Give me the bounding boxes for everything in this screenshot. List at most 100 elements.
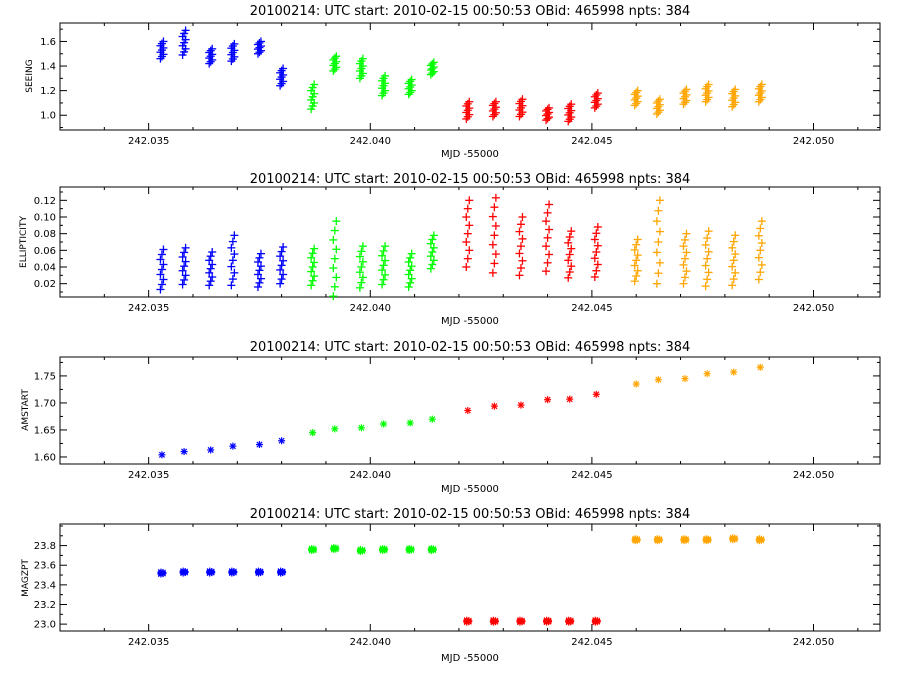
x-tick-label: 242.050 — [793, 470, 834, 481]
data-point-d2 — [544, 396, 551, 403]
data-point-d2 — [207, 446, 214, 453]
y-tick-label: 0.10 — [34, 213, 56, 224]
data-point-d2 — [655, 376, 662, 383]
data-point-d2 — [256, 441, 263, 448]
panel-seeing-xlabel: MJD -55000 — [441, 149, 499, 160]
panel-ellipticity-title: 20100214: UTC start: 2010-02-15 00:50:53… — [250, 172, 691, 187]
data-point-d2 — [593, 391, 600, 398]
y-tick-label: 1.2 — [40, 86, 56, 97]
panel-magzpt-xlabel: MJD -55000 — [441, 653, 499, 664]
panel-magzpt: 20100214: UTC start: 2010-02-15 00:50:53… — [21, 507, 881, 664]
panel-amstart-ylabel: AMSTART — [21, 389, 31, 431]
x-tick-label: 242.040 — [350, 303, 391, 314]
panel-seeing-ylabel: SEEING — [25, 59, 35, 92]
data-point-d2 — [681, 375, 689, 382]
panel-ellipticity-plot-area: 242.035 242.040 242.045 242.050 0.02 0.04 0.06… — [34, 187, 880, 314]
data-point-d2 — [277, 568, 284, 575]
y-tick-label: 0.12 — [34, 196, 56, 207]
panel-seeing-plot-area: 242.035 242.040 242.045 242.050 1.0 1.2 1.4 1.6 — [40, 23, 880, 147]
y-tick-label: 1.65 — [34, 425, 56, 436]
data-point-d2 — [517, 402, 525, 409]
x-tick-label: 242.035 — [128, 470, 169, 481]
panel-seeing-frame — [59, 22, 881, 131]
data-point-d2 — [491, 403, 498, 410]
x-tick-label: 242.045 — [571, 303, 612, 314]
x-tick-label: 242.040 — [350, 470, 391, 481]
panel-ellipticity: 20100214: UTC start: 2010-02-15 00:50:53… — [19, 172, 881, 327]
data-point-d2 — [592, 617, 599, 624]
data-point-d2 — [516, 617, 524, 624]
y-tick-label: 1.70 — [34, 398, 56, 409]
panel-magzpt-ylabel: MAGZPT — [21, 559, 31, 597]
panel-magzpt-plot-area: 242.035 242.040 242.045 242.050 23.0 23.2 23.4… — [34, 524, 880, 648]
panel-ellipticity-ylabel: ELLIPTICITY — [19, 216, 29, 268]
x-tick-label: 242.040 — [350, 637, 391, 648]
x-tick-label: 242.045 — [571, 637, 612, 648]
data-point-d2 — [406, 545, 413, 552]
data-point-d2 — [158, 451, 165, 458]
x-tick-label: 242.045 — [571, 136, 612, 147]
x-tick-label: 242.050 — [793, 136, 834, 147]
data-point-d2 — [308, 545, 315, 552]
data-point-d2 — [407, 419, 414, 426]
panel-seeing: 20100214: UTC start: 2010-02-15 00:50:53… — [25, 4, 881, 160]
y-tick-label: 23.0 — [34, 620, 56, 631]
x-tick-label: 242.050 — [793, 303, 834, 314]
panel-magzpt-title: 20100214: UTC start: 2010-02-15 00:50:53… — [250, 507, 691, 522]
data-point-d2 — [464, 407, 471, 414]
y-tick-label: 23.2 — [34, 600, 56, 611]
data-point-d2 — [255, 568, 262, 575]
data-point-d2 — [654, 535, 661, 542]
y-tick-label: 23.4 — [34, 580, 56, 591]
data-point-d2 — [180, 568, 187, 575]
panel-amstart-plot-area: 242.035 242.040 242.045 242.050 1.60 1.65 1.70… — [34, 357, 880, 481]
data-point-d2 — [463, 617, 470, 624]
data-point-d2 — [309, 429, 316, 436]
data-point-d2 — [490, 617, 497, 624]
data-point-d2 — [357, 546, 364, 553]
y-tick-label: 1.4 — [40, 62, 56, 73]
data-point-d2 — [157, 569, 164, 576]
panel-seeing-title: 20100214: UTC start: 2010-02-15 00:50:53… — [250, 4, 691, 19]
data-point-d2 — [757, 364, 764, 371]
y-tick-label: 23.6 — [34, 561, 56, 572]
data-point-d2 — [565, 617, 572, 624]
x-tick-label: 242.040 — [350, 136, 391, 147]
data-point-d2 — [278, 437, 285, 444]
y-tick-label: 1.60 — [34, 452, 56, 463]
panel-amstart-xlabel: MJD -55000 — [441, 484, 499, 495]
x-tick-label: 242.050 — [793, 637, 834, 648]
panel-amstart: 20100214: UTC start: 2010-02-15 00:50:53… — [21, 340, 881, 495]
data-point-d2 — [543, 617, 550, 624]
x-tick-label: 242.035 — [128, 637, 169, 648]
data-point-d2 — [566, 396, 573, 403]
panel-magzpt-frame — [59, 523, 881, 632]
x-tick-label: 242.035 — [128, 303, 169, 314]
data-point-d2 — [703, 535, 710, 542]
y-tick-label: 0.06 — [34, 246, 56, 257]
data-point-d2 — [229, 443, 236, 450]
y-tick-label: 23.8 — [34, 541, 56, 552]
x-tick-label: 242.035 — [128, 136, 169, 147]
data-point-d2 — [633, 380, 640, 388]
data-point-d2 — [228, 568, 235, 575]
data-point-d2 — [206, 568, 213, 575]
data-point-d2 — [181, 448, 188, 455]
panel-ellipticity-xlabel: MJD -55000 — [441, 316, 499, 327]
data-point-d2 — [730, 369, 737, 376]
y-tick-label: 1.75 — [34, 371, 56, 382]
data-point-d2 — [729, 534, 736, 541]
data-point-d2 — [358, 424, 365, 431]
data-point-d2 — [428, 545, 435, 552]
data-point-d2 — [380, 420, 387, 428]
data-point-d2 — [429, 416, 436, 423]
data-point-d2 — [704, 370, 711, 377]
x-tick-label: 242.045 — [571, 470, 612, 481]
y-tick-label: 0.04 — [34, 263, 56, 274]
y-tick-label: 1.6 — [40, 37, 56, 48]
panel-amstart-frame — [59, 356, 881, 465]
data-point-d2 — [331, 425, 338, 432]
data-point-d2 — [379, 545, 386, 552]
data-point-d2 — [680, 535, 688, 542]
